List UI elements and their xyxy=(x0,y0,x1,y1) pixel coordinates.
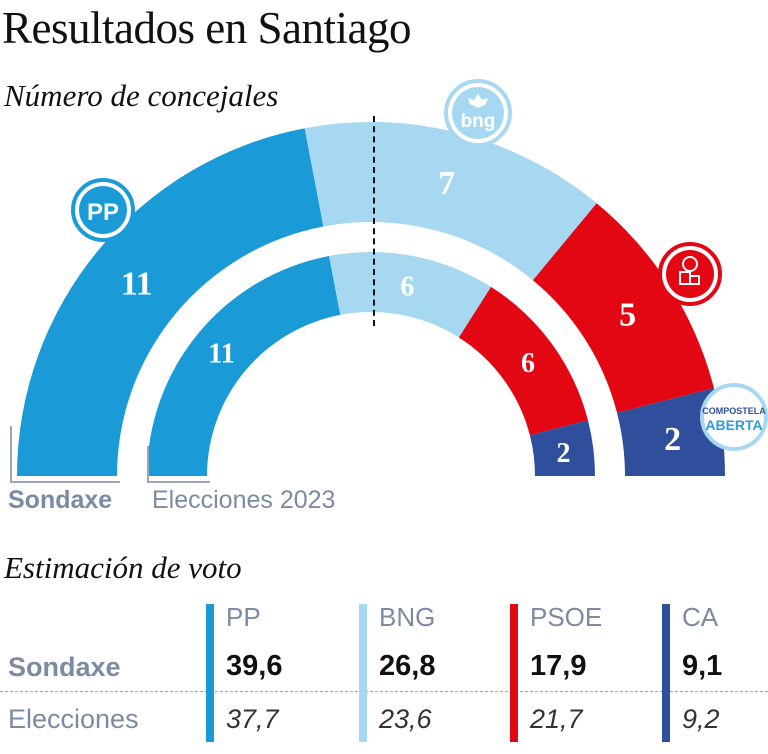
row-divider xyxy=(0,691,768,692)
value-pp-elecciones: 37,7 xyxy=(226,704,279,734)
value-ca-sondaxe: 9,1 xyxy=(682,650,723,682)
seat-label-psoe-sondaxe: 5 xyxy=(619,296,636,333)
value-psoe-elecciones: 21,7 xyxy=(530,704,583,734)
pp-logo-text: PP xyxy=(87,199,119,226)
bng-logo-icon: bng xyxy=(444,79,512,147)
seat-segment-psoe-elecciones xyxy=(458,286,588,436)
page-title: Resultados en Santiago xyxy=(2,3,411,53)
seat-labels: 11 7 5 2 11 6 6 2 xyxy=(121,165,681,469)
seat-segment-bng-sondaxe xyxy=(304,122,597,281)
col-head-bng: BNG xyxy=(379,602,436,632)
pp-logo-icon: PP xyxy=(71,178,135,242)
seat-label-pp-elecciones: 11 xyxy=(208,338,234,369)
legend-sondaxe: Sondaxe xyxy=(8,486,113,514)
seat-segment-psoe-sondaxe xyxy=(532,203,714,413)
ca-logo-icon: COMPOSTELA ABERTA xyxy=(700,383,768,451)
col-head-ca: CA xyxy=(682,602,719,632)
seat-segment-ca-elecciones xyxy=(529,420,595,476)
psoe-color-bar xyxy=(510,604,518,742)
row-label-elecciones: Elecciones xyxy=(8,704,139,734)
col-head-psoe: PSOE xyxy=(530,602,603,632)
seat-label-ca-sondaxe: 2 xyxy=(664,421,681,458)
value-pp-sondaxe: 39,6 xyxy=(226,650,283,682)
outer-ring-sondaxe xyxy=(17,122,725,476)
col-head-pp: PP xyxy=(226,602,261,632)
seat-segment-pp-sondaxe xyxy=(17,128,324,476)
votes-subtitle: Estimación de voto xyxy=(4,550,242,585)
row-label-sondaxe: Sondaxe xyxy=(8,652,121,682)
majority-line xyxy=(373,116,375,326)
pp-color-bar xyxy=(206,604,214,742)
bng-logo-text: bng xyxy=(461,111,496,132)
bng-color-bar xyxy=(359,604,367,742)
seat-label-psoe-elecciones: 6 xyxy=(521,348,535,379)
value-bng-sondaxe: 26,8 xyxy=(379,650,436,682)
seats-chart: 11 7 5 2 11 6 6 2 PP bng COMPOSTELA ABERTA xyxy=(10,79,768,483)
legend-elecciones-2023: Elecciones 2023 xyxy=(152,486,336,514)
psoe-logo-icon xyxy=(658,242,722,306)
inner-bracket xyxy=(147,446,210,483)
seat-label-pp-sondaxe: 11 xyxy=(121,265,153,302)
seat-segment-bng-elecciones xyxy=(329,251,492,338)
value-bng-elecciones: 23,6 xyxy=(379,704,432,734)
legend-brackets xyxy=(10,426,210,483)
ca-logo-line2: ABERTA xyxy=(705,417,762,433)
seat-segment-ca-sondaxe xyxy=(617,387,725,476)
value-ca-elecciones: 9,2 xyxy=(682,704,720,734)
value-psoe-sondaxe: 17,9 xyxy=(530,650,587,682)
seat-label-bng-elecciones: 6 xyxy=(400,272,414,303)
seats-subtitle: Número de concejales xyxy=(4,78,279,113)
seat-label-ca-elecciones: 2 xyxy=(556,438,570,469)
seat-segment-pp-elecciones xyxy=(147,255,341,476)
seat-label-bng-sondaxe: 7 xyxy=(438,165,455,202)
inner-ring-elecciones-2023 xyxy=(147,251,595,476)
ca-color-bar xyxy=(662,604,670,742)
ca-logo-line1: COMPOSTELA xyxy=(702,406,766,416)
outer-bracket xyxy=(10,426,120,483)
